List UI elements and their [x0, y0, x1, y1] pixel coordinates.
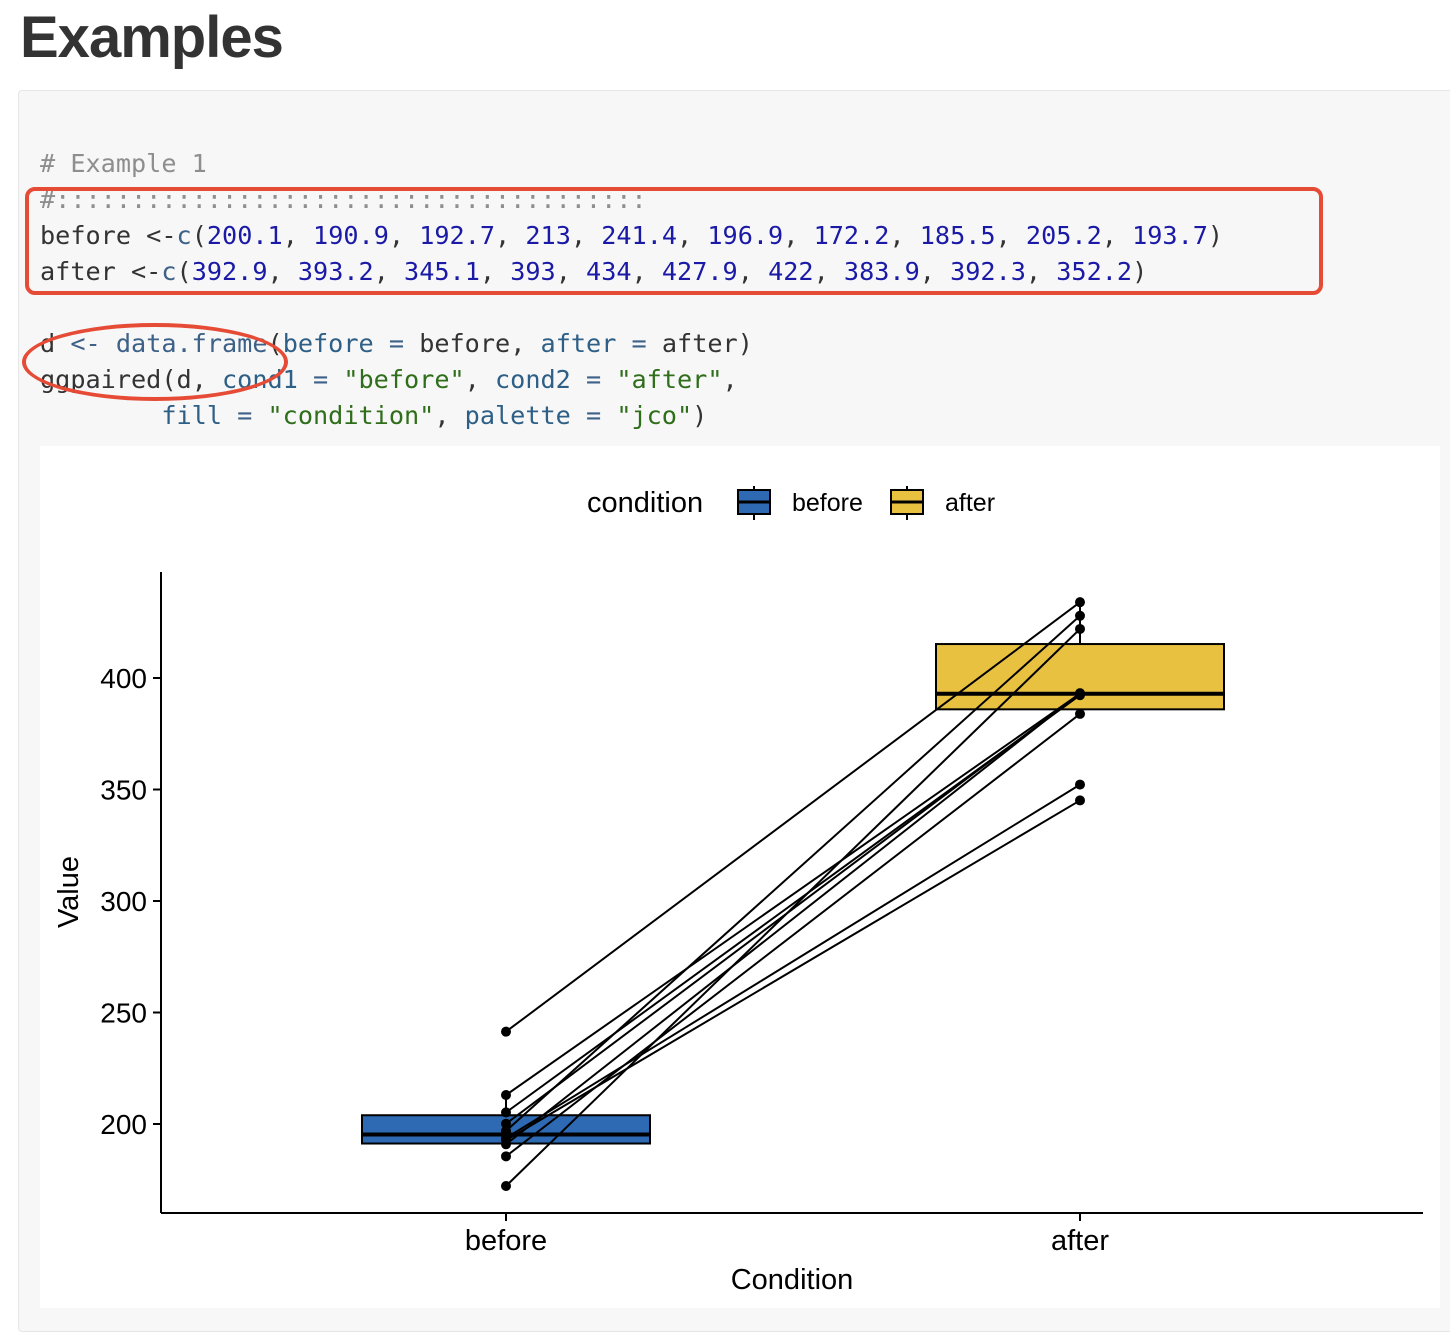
code-text: # Example 1#::::::::::::::::::::::::::::…: [40, 146, 1223, 434]
point-after: [1075, 597, 1085, 608]
paired-boxplot-chart: 200 250 300 350 400 before after Condition Value…: [53, 486, 1423, 1296]
pair-line: [505, 692, 1081, 1096]
code-before-line: before <-c(200.1, 190.9, 192.7, 213, 241…: [40, 221, 1224, 250]
y-tick-label: 350: [100, 775, 147, 806]
y-tick-label: 250: [100, 998, 147, 1029]
pair-line: [505, 692, 1081, 1146]
pair-line: [505, 601, 1081, 1033]
legend-entry-label: after: [945, 489, 995, 517]
code-before-value: 213: [525, 221, 571, 250]
code-ggpaired-line: ggpaired(d, cond1 = "before", cond2 = "a…: [40, 365, 738, 394]
point-before: [501, 1125, 511, 1136]
point-after: [1075, 779, 1085, 790]
code-after-value: 434: [586, 257, 632, 286]
y-tick-label: 400: [100, 663, 147, 694]
code-before-value: 192.7: [419, 221, 496, 250]
code-before-value: 193.7: [1132, 221, 1208, 250]
plot-panel: 200 250 300 350 400 before after Condition Value…: [40, 446, 1440, 1308]
pair-line: [505, 783, 1081, 1139]
code-separator-line: #:::::::::::::::::::::::::::::::::::::::: [40, 185, 647, 214]
point-before: [501, 1180, 511, 1191]
point-after: [1075, 690, 1085, 701]
code-dataframe-line: d <- data.frame(before = before, after =…: [40, 329, 753, 358]
legend-entry-label: before: [792, 489, 863, 517]
code-after-value: 393.2: [297, 257, 374, 286]
code-after-value: 392.3: [950, 257, 1026, 286]
code-before-value: 190.9: [313, 221, 389, 250]
code-after-line: after <-c(392.9, 393.2, 345.1, 393, 434,…: [40, 257, 1148, 286]
point-before: [501, 1133, 511, 1144]
pair-line: [505, 713, 1081, 1158]
code-after-value: 383.9: [843, 257, 920, 286]
point-before: [501, 1107, 511, 1118]
code-before-value: 196.9: [707, 221, 784, 250]
code-after-value: 352.2: [1056, 257, 1133, 286]
x-axis-title: Condition: [731, 1264, 854, 1296]
code-after-value: 393: [510, 257, 556, 286]
code-comment-line: # Example 1: [40, 149, 207, 178]
point-after: [1075, 795, 1085, 806]
x-tick-label: after: [1051, 1225, 1109, 1257]
pair-line: [505, 615, 1081, 1132]
pair-line: [505, 694, 1081, 1114]
point-after: [1075, 623, 1085, 634]
code-before-value: 241.4: [601, 221, 678, 250]
x-tick-label: before: [465, 1225, 547, 1257]
code-before-value: 200.1: [206, 221, 283, 250]
point-before: [501, 1026, 511, 1037]
page-title: Examples: [20, 5, 284, 70]
code-blank-line: [40, 290, 1223, 326]
code-before-value: 185.5: [919, 221, 996, 250]
point-after: [1075, 610, 1085, 621]
y-axis-title: Value: [53, 856, 85, 928]
point-after: [1075, 708, 1085, 719]
code-after-value: 345.1: [404, 257, 480, 286]
code-before-value: 172.2: [813, 221, 890, 250]
y-tick-label: 300: [100, 886, 147, 917]
pair-line: [505, 628, 1081, 1187]
point-before: [501, 1151, 511, 1162]
point-before: [501, 1090, 511, 1101]
code-after-value: 427.9: [661, 257, 738, 286]
code-after-value: 422: [768, 257, 814, 286]
y-tick-label: 200: [100, 1109, 147, 1140]
code-ggpaired-cont-line: fill = "condition", palette = "jco"): [161, 401, 708, 430]
point-before: [501, 1118, 511, 1129]
legend-title: condition: [587, 487, 703, 519]
code-before-value: 205.2: [1025, 221, 1102, 250]
code-after-value: 392.9: [191, 257, 268, 286]
